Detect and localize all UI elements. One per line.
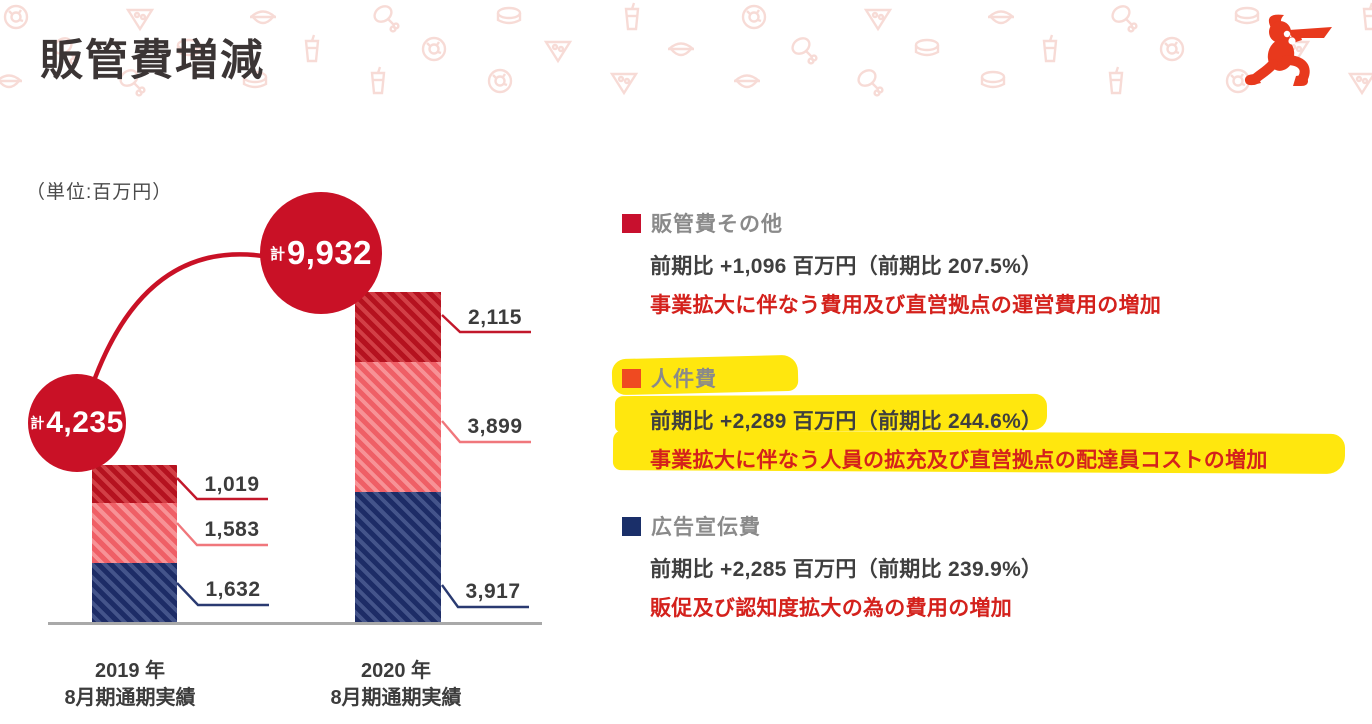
legend-note: 事業拡大に伴なう人員の拡充及び直営拠点の配達員コストの増加 (650, 449, 1268, 472)
demaecan-logo (1242, 8, 1346, 104)
legend-swatch-navy (622, 516, 641, 536)
page-title: 販管費増減 (40, 37, 265, 85)
value-label-2019-personnel: 1,583 (204, 518, 260, 541)
value-label-2019-other: 1,019 (204, 473, 260, 496)
legend-note: 販促及び認知度拡大の為の費用の増加 (650, 597, 1013, 620)
bar-2020 (355, 292, 441, 622)
legend-head: 広告宣伝費 (622, 508, 1367, 541)
total-bubble-2019: 計 4,235 (28, 374, 126, 472)
bar-2019-segment-advertising (92, 563, 177, 625)
legend-swatch-red (622, 213, 641, 233)
bar-2019-segment-personnel (92, 503, 177, 563)
bar-2020-segment-advertising (355, 492, 441, 622)
total-prefix: 計 (269, 245, 285, 263)
legend-note: 事業拡大に伴なう費用及び直営拠点の運営費用の増加 (650, 294, 1162, 317)
legend-change-line: 前期比 +2,289 百万円（前期比 244.6%） (650, 410, 1043, 433)
legend-head: 販管費その他 (622, 205, 1367, 238)
legend-label: 広告宣伝費 (651, 516, 761, 539)
legend-item-sga-other: 販管費その他 前期比 +1,096 百万円（前期比 207.5%） 事業拡大に伴… (622, 205, 1367, 319)
legend-label: 人件費 (651, 368, 717, 391)
value-label-2020-other: 2,115 (468, 306, 522, 329)
x-axis-label-2020-year: 2020 年 (360, 660, 432, 682)
x-axis-baseline (48, 622, 542, 625)
legend-item-personnel: 人件費 前期比 +2,289 百万円（前期比 244.6%） 事業拡大に伴なう人… (611, 354, 1367, 474)
value-label-2020-personnel: 3,899 (467, 415, 523, 438)
bar-2019 (92, 465, 177, 625)
x-axis-label-2020: 2020 年 8月期通期実績 (306, 658, 486, 712)
legend-item-advertising: 広告宣伝費 前期比 +2,285 百万円（前期比 239.9%） 販促及び認知度… (622, 508, 1367, 622)
legend-label: 販管費その他 (651, 213, 783, 236)
total-value-2019: 4,235 (46, 406, 124, 439)
x-axis-label-2019-period: 8月期通期実績 (64, 687, 196, 709)
legend-head: 人件費 (622, 360, 1367, 393)
unit-label: （単位:百万円） (26, 182, 173, 203)
bar-2020-segment-sga-other (355, 292, 441, 362)
total-bubble-2020: 計 9,932 (260, 192, 382, 314)
bar-2019-segment-sga-other (92, 465, 177, 503)
growth-arc (92, 252, 264, 379)
x-axis-label-2020-period: 8月期通期実績 (330, 687, 462, 709)
bar-2020-segment-personnel (355, 362, 441, 492)
legend-change-line: 前期比 +1,096 百万円（前期比 207.5%） (650, 255, 1043, 278)
x-axis-label-2019: 2019 年 8月期通期実績 (40, 658, 220, 712)
value-label-2020-advertising: 3,917 (465, 580, 521, 603)
x-axis-label-2019-year: 2019 年 (94, 660, 166, 682)
legend-change-line: 前期比 +2,285 百万円（前期比 239.9%） (650, 558, 1043, 581)
delivery-rider-icon (1244, 14, 1332, 86)
value-label-2019-advertising: 1,632 (205, 578, 261, 601)
total-prefix: 計 (30, 415, 45, 431)
legend-swatch-orange (622, 368, 641, 388)
total-value-2020: 9,932 (286, 234, 373, 271)
